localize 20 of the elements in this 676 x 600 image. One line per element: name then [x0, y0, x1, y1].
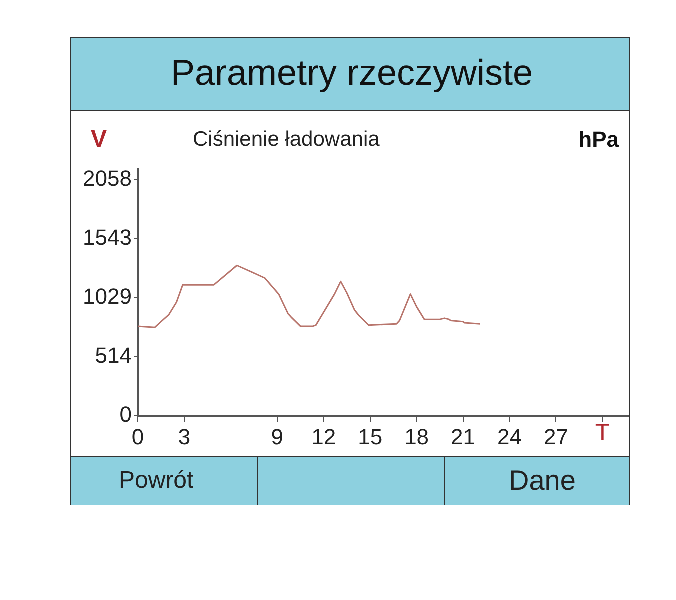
x-tick-label: 12: [312, 424, 336, 450]
x-tick-label: 18: [404, 424, 430, 450]
x-axis-title: T: [595, 420, 610, 447]
x-tick-label: 27: [544, 424, 568, 450]
chart-subtitle: Ciśnienie ładowania: [193, 128, 380, 152]
x-tick-label: 9: [271, 424, 284, 450]
x-tick-label: 15: [358, 424, 383, 450]
y-tick-label: 1029: [83, 284, 132, 309]
y-tick-label: 514: [95, 343, 132, 368]
x-tick-label: 21: [451, 424, 476, 450]
text: Dane: [509, 465, 576, 497]
y-tick-label: 1543: [83, 224, 132, 250]
text: hPa: [578, 127, 619, 153]
y-axis-title: V: [91, 126, 108, 154]
y-tick-label: 2058: [83, 166, 132, 191]
x-tick-label: 24: [497, 424, 522, 450]
x-tick-label: 3: [178, 424, 191, 450]
y-tick-label: 0: [120, 402, 132, 428]
chart-title: Parametry rzeczywiste: [171, 52, 534, 94]
text: Powrót: [119, 467, 194, 495]
